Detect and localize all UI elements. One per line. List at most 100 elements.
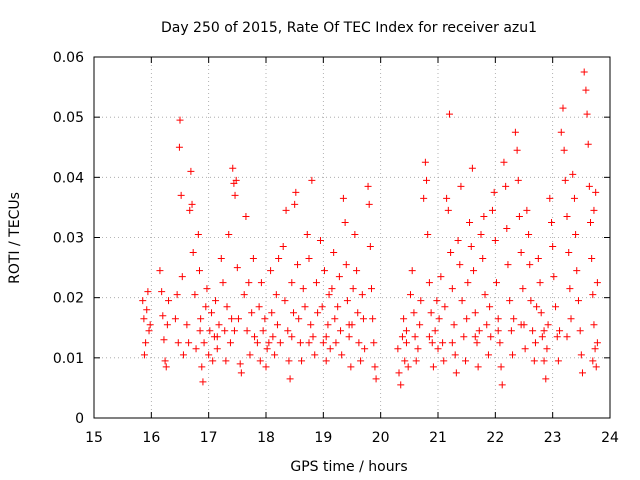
data-point bbox=[477, 230, 485, 238]
data-point bbox=[546, 194, 554, 202]
data-point bbox=[543, 345, 551, 353]
data-point bbox=[443, 194, 451, 202]
data-point bbox=[226, 339, 234, 347]
data-point bbox=[212, 297, 220, 305]
plot-frame bbox=[93, 56, 611, 419]
x-tick-label: 17 bbox=[200, 430, 218, 446]
data-point bbox=[585, 182, 593, 190]
data-point bbox=[295, 315, 303, 323]
data-point bbox=[205, 351, 213, 359]
data-point bbox=[509, 351, 517, 359]
data-point bbox=[484, 351, 492, 359]
data-point bbox=[314, 309, 322, 317]
data-point bbox=[447, 249, 455, 257]
data-point bbox=[444, 206, 452, 214]
data-point bbox=[404, 363, 412, 371]
data-point bbox=[179, 351, 187, 359]
data-point bbox=[276, 339, 284, 347]
data-point bbox=[440, 357, 448, 365]
data-point bbox=[217, 255, 225, 263]
data-point bbox=[517, 321, 525, 329]
data-point bbox=[263, 345, 271, 353]
data-point bbox=[589, 357, 597, 365]
data-point bbox=[156, 267, 164, 275]
data-point bbox=[584, 140, 592, 148]
data-point bbox=[231, 191, 239, 199]
x-tick-label: 19 bbox=[314, 430, 332, 446]
data-point bbox=[367, 285, 375, 293]
data-point bbox=[194, 230, 202, 238]
data-point bbox=[267, 267, 275, 275]
data-point bbox=[498, 381, 506, 389]
x-axis-label: GPS time / hours bbox=[290, 459, 407, 475]
data-point bbox=[425, 279, 433, 287]
data-point bbox=[273, 321, 281, 329]
data-point bbox=[186, 206, 194, 214]
data-point bbox=[525, 230, 533, 238]
data-point bbox=[479, 255, 487, 263]
data-point bbox=[208, 309, 216, 317]
data-point bbox=[203, 285, 211, 293]
y-tick-label: 0.02 bbox=[53, 291, 84, 307]
data-point bbox=[351, 230, 359, 238]
data-point bbox=[460, 333, 468, 341]
data-point bbox=[305, 339, 313, 347]
data-point bbox=[504, 261, 512, 269]
data-point bbox=[347, 363, 355, 371]
data-point bbox=[242, 212, 250, 220]
data-point bbox=[452, 369, 460, 377]
data-point bbox=[529, 327, 537, 335]
data-point bbox=[494, 315, 502, 323]
data-point bbox=[342, 261, 350, 269]
data-point bbox=[563, 333, 571, 341]
data-point bbox=[234, 315, 242, 323]
data-point bbox=[236, 360, 244, 368]
data-point bbox=[275, 255, 283, 263]
data-point bbox=[326, 345, 334, 353]
data-point bbox=[448, 285, 456, 293]
data-point bbox=[140, 315, 148, 323]
data-points bbox=[139, 68, 601, 389]
data-point bbox=[507, 327, 515, 335]
data-point bbox=[322, 333, 330, 341]
data-point bbox=[570, 194, 578, 202]
data-point bbox=[434, 345, 442, 353]
data-point bbox=[259, 327, 267, 335]
data-point bbox=[140, 351, 148, 359]
data-point bbox=[145, 327, 153, 335]
data-point bbox=[262, 363, 270, 371]
data-point bbox=[161, 357, 169, 365]
data-point bbox=[325, 291, 333, 299]
data-point bbox=[593, 279, 601, 287]
data-point bbox=[464, 279, 472, 287]
data-point bbox=[256, 357, 264, 365]
data-point bbox=[370, 339, 378, 347]
data-point bbox=[573, 267, 581, 275]
data-point bbox=[395, 369, 403, 377]
data-point bbox=[359, 315, 367, 323]
data-point bbox=[572, 230, 580, 238]
data-point bbox=[411, 333, 419, 341]
data-point bbox=[474, 363, 482, 371]
data-point bbox=[228, 315, 236, 323]
data-point bbox=[402, 327, 410, 335]
data-point bbox=[177, 191, 185, 199]
data-point bbox=[343, 297, 351, 305]
data-point bbox=[261, 315, 269, 323]
data-point bbox=[285, 357, 293, 365]
data-point bbox=[142, 339, 150, 347]
data-point bbox=[345, 321, 353, 329]
data-point bbox=[429, 363, 437, 371]
data-point bbox=[178, 273, 186, 281]
data-point bbox=[223, 303, 231, 311]
data-point bbox=[406, 291, 414, 299]
data-point bbox=[139, 297, 147, 305]
data-point bbox=[534, 255, 542, 263]
data-point bbox=[206, 327, 214, 335]
data-point bbox=[533, 303, 541, 311]
data-point bbox=[296, 339, 304, 347]
data-point bbox=[536, 279, 544, 287]
data-point bbox=[592, 363, 600, 371]
data-point bbox=[412, 357, 420, 365]
data-point bbox=[424, 230, 432, 238]
